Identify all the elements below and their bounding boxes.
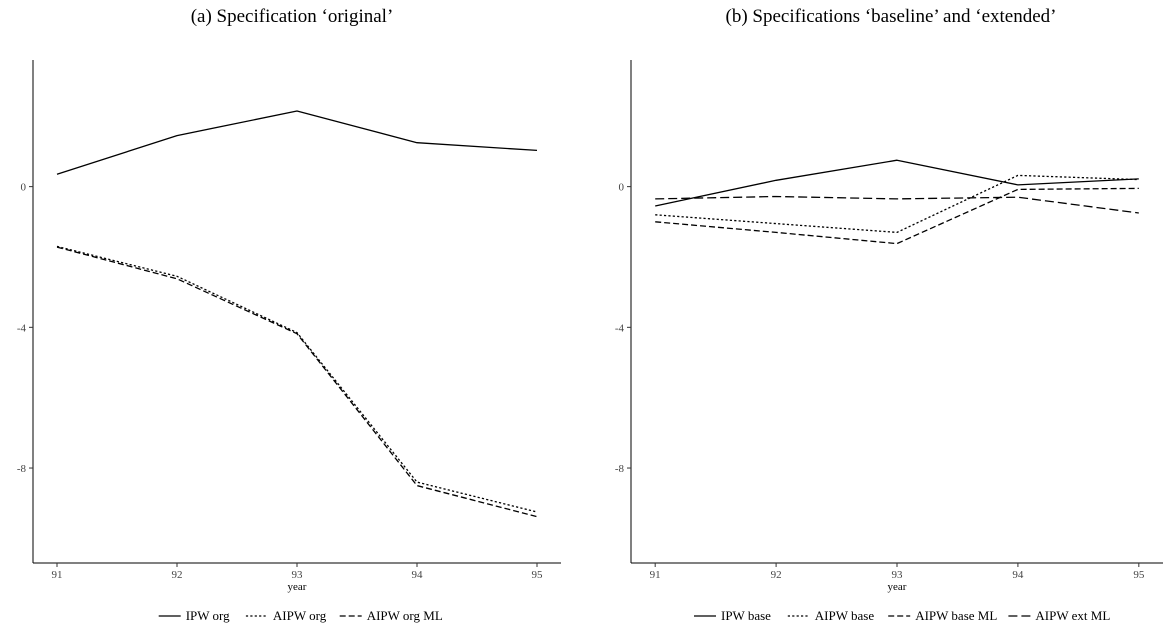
y-tick-label: -4 bbox=[17, 322, 27, 334]
y-tick-label: -4 bbox=[615, 322, 625, 334]
x-tick-label: 95 bbox=[532, 569, 544, 581]
legend: IPW org AIPW org AIPW org ML bbox=[158, 608, 443, 623]
x-tick-label: 94 bbox=[412, 569, 424, 581]
x-tick-label: 92 bbox=[771, 569, 782, 581]
legend: IPW base AIPW base AIPW base ML AIPW ext ML bbox=[694, 608, 1110, 623]
x-tick-label: 91 bbox=[650, 569, 661, 581]
legend-label: AIPW org ML bbox=[367, 608, 443, 623]
legend-label: AIPW org bbox=[273, 608, 327, 623]
series-line-aipw-org-ml bbox=[56, 246, 538, 518]
legend-label: AIPW base bbox=[815, 608, 875, 623]
series-line-ipw-base bbox=[655, 159, 1139, 207]
x-tick-label: 94 bbox=[1012, 569, 1024, 581]
legend-label: AIPW ext ML bbox=[1035, 608, 1110, 623]
x-tick-label: 93 bbox=[292, 569, 304, 581]
legend-label: IPW org bbox=[186, 608, 230, 623]
x-tick-label: 95 bbox=[1133, 569, 1145, 581]
series-line-aipw-org bbox=[56, 245, 538, 513]
y-tick-label: 0 bbox=[21, 182, 27, 194]
panel-a-title: (a) Specification ‘original’ bbox=[190, 6, 394, 27]
panel-b-chart: 0 -4 -8 91 92 93 94 95 year IPW base AIPW base AIPW… bbox=[615, 60, 1163, 623]
y-tick-label: 0 bbox=[619, 182, 625, 194]
x-tick-label: 92 bbox=[172, 569, 183, 581]
panel-b-title: (b) Specifications ‘baseline’ and ‘exten… bbox=[725, 6, 1057, 27]
series-line-aipw-ext-ml bbox=[655, 195, 1139, 214]
series-line-ipw-org bbox=[56, 110, 538, 175]
series-line-aipw-base-ml bbox=[655, 187, 1139, 245]
panel-a-chart: 0 -4 -8 91 92 93 94 95 year IPW org AIPW org AIPW o… bbox=[17, 60, 561, 623]
x-axis-title: year bbox=[288, 581, 307, 593]
legend-label: IPW base bbox=[721, 608, 771, 623]
y-tick-label: -8 bbox=[615, 463, 625, 475]
x-tick-label: 93 bbox=[892, 569, 904, 581]
x-axis-title: year bbox=[888, 581, 907, 593]
x-tick-label: 91 bbox=[52, 569, 63, 581]
series-line-aipw-base bbox=[655, 174, 1139, 234]
legend-label: AIPW base ML bbox=[915, 608, 997, 623]
y-tick-label: -8 bbox=[17, 463, 27, 475]
